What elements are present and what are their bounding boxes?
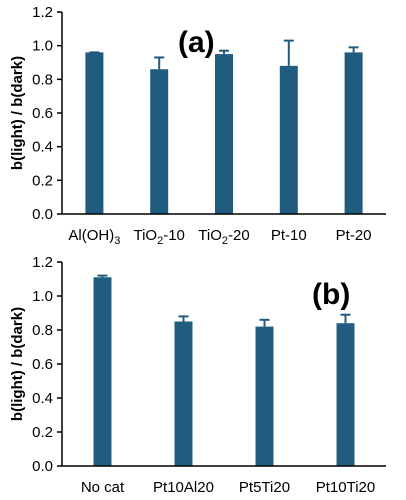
y-tick-label: 0.0: [32, 458, 53, 475]
y-axis-label: b(light) / b(dark): [9, 307, 26, 421]
bar: [255, 326, 274, 466]
y-tick-label: 0.2: [32, 424, 53, 441]
y-tick-label: 0.0: [32, 206, 53, 223]
bar: [93, 277, 112, 466]
x-tick-label: No cat: [81, 479, 125, 496]
bar: [174, 321, 193, 466]
bar: [336, 323, 355, 466]
x-tick-label: Pt10Ti20: [316, 479, 375, 496]
y-tick-label: 1.2: [32, 254, 53, 271]
x-tick-label: Al(OH)3: [68, 227, 120, 247]
x-tick-label: Pt-10: [271, 227, 307, 244]
bar: [215, 54, 233, 215]
y-tick-label: 0.4: [32, 139, 53, 156]
y-tick-label: 1.0: [32, 288, 53, 305]
x-tick-label: Pt-20: [336, 227, 372, 244]
panel-label: (a): [178, 26, 215, 59]
y-tick-label: 1.2: [32, 4, 53, 21]
y-tick-label: 1.0: [32, 38, 53, 55]
panel-a: 0.0 0.2 0.4 0.6 0.8 1.0 1.2 Al(OH)3 TiO2-10 TiO2-…: [9, 4, 386, 247]
x-tick-label: TiO2-20: [198, 227, 249, 247]
bar: [150, 69, 169, 214]
y-axis-label: b(light) / b(dark): [9, 56, 26, 170]
y-tick-label: 0.8: [32, 71, 53, 88]
x-tick-label: TiO2-10: [133, 227, 184, 247]
y-tick-label: 0.2: [32, 172, 53, 189]
y-tick-label: 0.8: [32, 322, 53, 339]
y-tick-label: 0.4: [32, 390, 53, 407]
bar: [279, 65, 298, 214]
y-tick-label: 0.6: [32, 356, 53, 373]
bar: [344, 52, 363, 215]
bar: [85, 52, 104, 215]
x-tick-label: Pt10Al20: [153, 479, 214, 496]
panel-label: (b): [312, 278, 350, 311]
x-tick-label: Pt5Ti20: [239, 479, 290, 496]
panel-b: 0.0 0.2 0.4 0.6 0.8 1.0 1.2 No cat Pt10Al20 Pt5Ti…: [9, 254, 386, 496]
y-tick-label: 0.6: [32, 105, 53, 122]
